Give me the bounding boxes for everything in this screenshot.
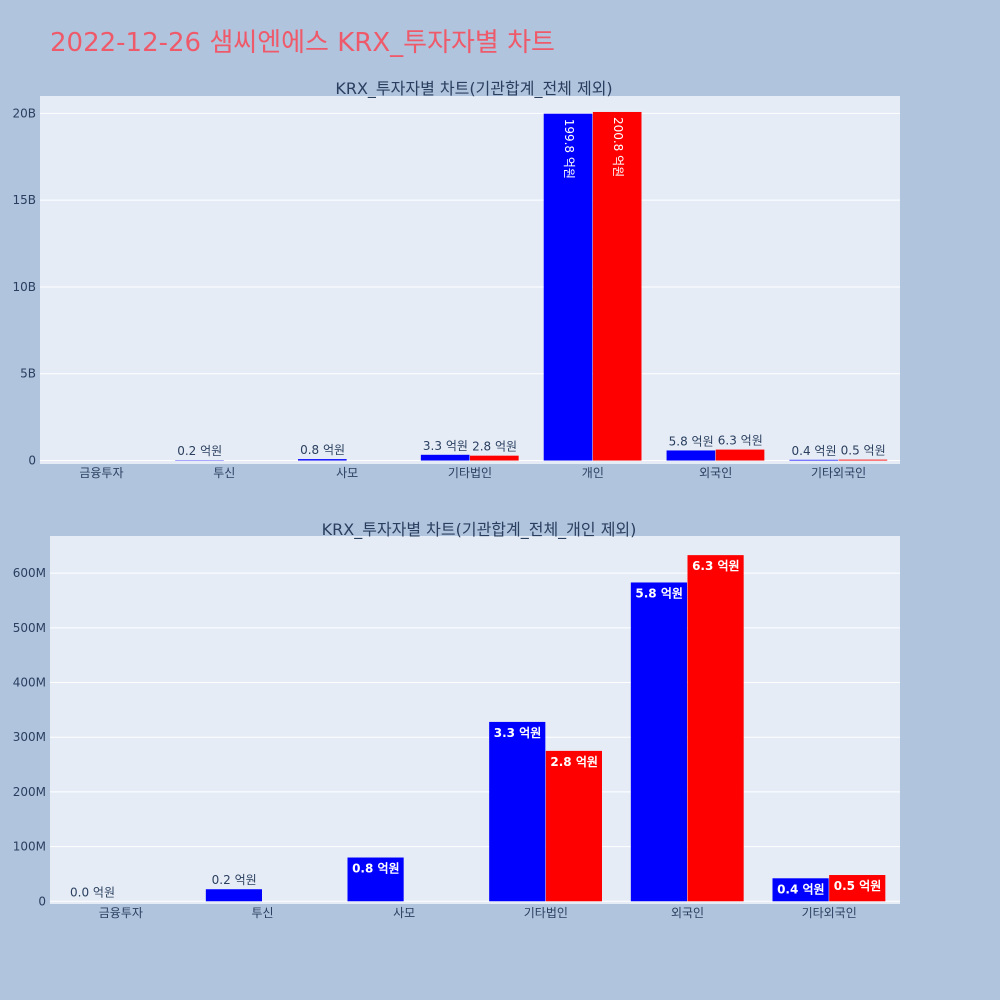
plot-area (40, 96, 900, 464)
y-tick-label: 20B (12, 106, 36, 120)
x-tick-label: 기타법인 (524, 906, 568, 920)
y-tick-label: 0 (28, 454, 36, 468)
y-tick-label: 0 (38, 894, 46, 908)
data-label: 0.2 억원 (177, 444, 222, 458)
data-label: 2.8 억원 (472, 440, 517, 454)
data-label: 5.8 억원 (669, 434, 714, 448)
x-tick-label: 개인 (582, 466, 604, 480)
data-label: 6.3 억원 (692, 559, 740, 573)
bar (298, 459, 347, 461)
data-label: 0.8 억원 (300, 443, 345, 457)
bar (772, 878, 829, 902)
data-label: 200.8 억원 (611, 117, 625, 177)
bar (420, 454, 470, 461)
y-tick-label: 300M (13, 730, 46, 744)
chart-title: KRX_투자자별 차트(기관합계_전체 제외) (335, 79, 612, 99)
data-label: 3.3 억원 (423, 439, 468, 453)
bar (838, 459, 888, 461)
x-tick-label: 외국인 (671, 906, 704, 920)
data-label: 0.4 억원 (777, 882, 825, 896)
x-tick-label: 사모 (336, 466, 358, 480)
bar (205, 889, 262, 902)
bar (630, 582, 687, 902)
data-label: 2.8 억원 (550, 755, 598, 769)
x-tick-label: 투신 (251, 906, 273, 920)
x-tick-label: 기타외국인 (811, 466, 866, 480)
data-label: 199.8 억원 (562, 119, 576, 179)
x-tick-label: 금융투자 (99, 906, 143, 920)
bar (470, 455, 519, 461)
data-label: 3.3 억원 (494, 726, 542, 740)
bar (489, 721, 546, 902)
chart-title: KRX_투자자별 차트(기관합계_전체_개인 제외) (322, 520, 637, 540)
data-label: 6.3 억원 (718, 434, 763, 448)
bar (347, 857, 404, 902)
y-tick-label: 5B (20, 367, 36, 381)
y-tick-label: 200M (13, 785, 46, 799)
chart-top: KRX_투자자별 차트(기관합계_전체 제외) 0 5B 10B 15B 20B 금융투자 투… (12, 79, 900, 480)
y-tick-label: 100M (13, 840, 46, 854)
x-tick-label: 투신 (213, 466, 235, 480)
data-label: 0.2 억원 (212, 873, 257, 887)
data-label: 0.0 억원 (70, 885, 115, 899)
y-tick-label: 500M (13, 621, 46, 635)
y-tick-label: 400M (13, 676, 46, 690)
data-label: 0.5 억원 (841, 444, 886, 458)
data-label: 0.4 억원 (792, 444, 837, 458)
data-label: 0.5 억원 (834, 879, 882, 893)
bar (666, 450, 716, 461)
page-title: 2022-12-26 샘씨엔에스 KRX_투자자별 차트 (50, 28, 555, 58)
bar (789, 459, 839, 461)
bar (592, 111, 642, 461)
plot-area (50, 536, 900, 904)
data-label: 5.8 억원 (635, 586, 683, 600)
x-tick-label: 기타법인 (448, 466, 492, 480)
data-label: 0.8 억원 (352, 862, 400, 876)
y-tick-label: 10B (12, 280, 36, 294)
y-tick-label: 600M (13, 566, 46, 580)
x-tick-label: 금융투자 (79, 466, 123, 480)
bar (545, 750, 602, 902)
x-tick-label: 기타외국인 (802, 906, 857, 920)
bar (543, 113, 593, 461)
bar (829, 875, 886, 902)
bar (687, 555, 744, 902)
x-tick-label: 외국인 (699, 466, 732, 480)
bar (715, 449, 765, 461)
x-tick-label: 사모 (393, 906, 415, 920)
y-tick-label: 15B (12, 193, 36, 207)
